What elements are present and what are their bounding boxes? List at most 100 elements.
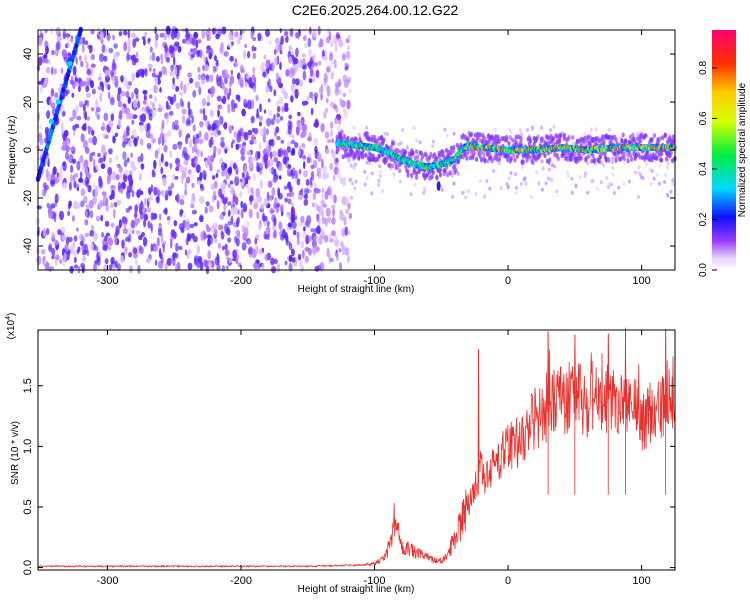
noise-dot <box>212 65 217 73</box>
noise-dot <box>172 77 175 85</box>
streak-dot <box>48 118 54 124</box>
noise-dot <box>187 233 192 242</box>
noise-dot <box>549 128 552 133</box>
noise-dot <box>77 85 81 93</box>
noise-dot <box>271 187 276 197</box>
noise-dot <box>185 121 190 127</box>
noise-dot <box>241 108 246 117</box>
noise-dot <box>130 152 133 158</box>
noise-dot <box>226 265 229 270</box>
noise-dot <box>227 42 233 48</box>
noise-dot <box>328 233 333 241</box>
noise-dot <box>323 72 328 83</box>
noise-dot <box>431 139 435 144</box>
noise-dot <box>544 181 548 186</box>
noise-dot <box>213 222 218 229</box>
noise-dot <box>341 53 346 61</box>
noise-dot <box>216 200 220 210</box>
noise-dot <box>386 132 390 137</box>
noise-dot <box>141 106 146 112</box>
noise-dot <box>552 124 556 129</box>
noise-dot <box>111 62 117 71</box>
noise-dot <box>671 178 675 183</box>
noise-dot <box>60 166 63 174</box>
x-tick-label: -300 <box>96 275 118 287</box>
trace-halo <box>614 153 618 159</box>
noise-dot <box>219 45 225 55</box>
x-tick-label: -200 <box>230 275 252 287</box>
trace-halo <box>479 157 483 163</box>
noise-dot <box>221 83 225 90</box>
noise-dot <box>310 107 314 116</box>
noise-dot <box>586 190 589 195</box>
noise-dot <box>259 103 262 113</box>
noise-dot <box>666 165 670 170</box>
noise-dot <box>236 218 239 228</box>
trace-halo <box>624 138 628 144</box>
noise-dot <box>132 247 138 255</box>
noise-dot <box>57 36 62 42</box>
trace-halo <box>481 138 485 144</box>
noise-dot <box>295 78 300 86</box>
trace-halo <box>336 146 340 152</box>
noise-dot <box>236 133 242 143</box>
noise-dot <box>272 173 278 183</box>
noise-dot <box>397 142 401 147</box>
noise-dot <box>120 90 126 97</box>
colorbar-tick-label: 0.2 <box>698 212 709 226</box>
noise-dot <box>120 187 124 194</box>
trace-halo <box>556 156 560 162</box>
noise-dot <box>311 92 314 101</box>
trace-halo <box>655 155 659 161</box>
noise-dot <box>47 211 54 219</box>
noise-dot <box>289 27 294 37</box>
noise-dot <box>335 252 340 262</box>
noise-dot <box>123 41 128 52</box>
noise-dot <box>170 50 175 59</box>
noise-dot <box>83 196 88 204</box>
noise-dot <box>240 208 244 219</box>
noise-dot <box>259 179 263 189</box>
noise-dot <box>222 198 228 205</box>
noise-dot <box>233 193 237 201</box>
noise-dot <box>565 170 569 175</box>
noise-dot <box>206 34 210 42</box>
noise-dot <box>50 231 56 239</box>
trace-halo <box>660 157 664 163</box>
noise-dot <box>62 139 68 148</box>
noise-dot <box>99 31 104 39</box>
noise-dot <box>275 126 280 134</box>
noise-dot <box>134 210 137 220</box>
x-tick-label: -100 <box>364 575 386 587</box>
noise-dot <box>166 216 171 221</box>
noise-dot <box>139 246 144 255</box>
noise-dot <box>377 182 381 187</box>
noise-dot <box>273 216 277 227</box>
trace-halo <box>630 157 634 162</box>
noise-dot <box>49 99 52 105</box>
noise-dot <box>86 68 91 76</box>
noise-dot <box>83 103 86 112</box>
snr-multiplier-exp: 4 <box>5 316 12 320</box>
noise-dot <box>219 213 224 220</box>
noise-dot <box>114 155 119 161</box>
trace-halo <box>377 136 381 142</box>
noise-dot <box>331 138 335 143</box>
noise-dot <box>161 103 165 110</box>
noise-dot <box>159 32 165 38</box>
noise-dot <box>178 91 184 96</box>
noise-dot <box>345 208 350 215</box>
streak-dot <box>55 99 61 105</box>
noise-dot <box>243 50 246 59</box>
noise-dot <box>207 250 212 260</box>
noise-dot <box>213 129 217 136</box>
noise-dot <box>208 262 213 268</box>
noise-dot <box>325 207 331 217</box>
noise-dot <box>258 222 262 231</box>
noise-dot <box>192 134 196 145</box>
noise-dot <box>255 245 259 253</box>
noise-dot <box>658 181 661 186</box>
noise-dot <box>327 139 332 144</box>
noise-dot <box>153 84 158 94</box>
trace-halo <box>519 138 523 144</box>
